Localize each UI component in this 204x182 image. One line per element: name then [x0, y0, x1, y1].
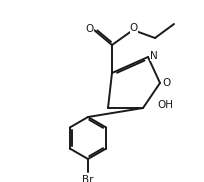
Text: Br: Br — [82, 175, 93, 182]
Text: O: O — [162, 78, 170, 88]
Text: O: O — [85, 24, 94, 34]
Text: O: O — [129, 23, 137, 33]
Text: N: N — [149, 51, 157, 61]
Text: OH: OH — [156, 100, 172, 110]
